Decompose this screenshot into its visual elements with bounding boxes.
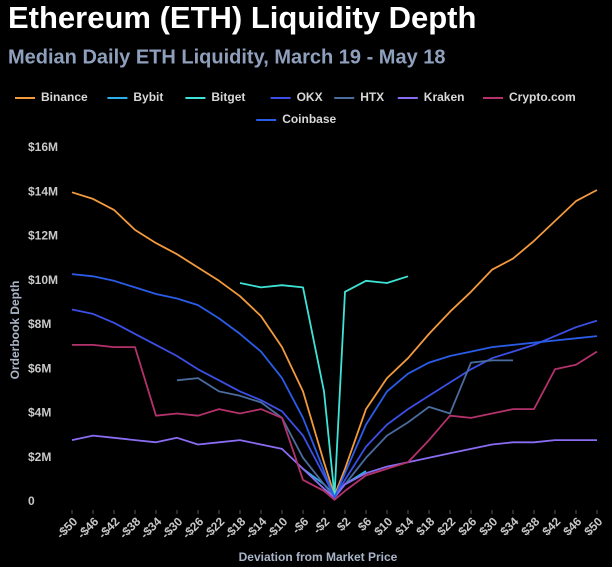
x-tick-label: $6 xyxy=(355,514,375,534)
chart-subtitle: Median Daily ETH Liquidity, March 19 - M… xyxy=(8,46,446,68)
x-tick-label: -$30 xyxy=(158,514,185,541)
x-tick-label: $18 xyxy=(413,514,437,538)
x-tick-label: -$22 xyxy=(200,514,227,541)
x-tick-label: $22 xyxy=(434,514,458,538)
x-axis-title: Deviation from Market Price xyxy=(239,550,398,564)
series-line xyxy=(71,308,598,499)
chart-title: Ethereum (ETH) Liquidity Depth xyxy=(8,0,476,35)
legend-label: HTX xyxy=(360,90,384,104)
x-tick-label: -$18 xyxy=(221,514,248,541)
x-tick-label: -$38 xyxy=(116,514,143,541)
y-tick-label: $14M xyxy=(28,184,58,198)
y-tick-label: $2M xyxy=(28,450,51,464)
x-tick-label: -$46 xyxy=(74,514,101,541)
x-tick-label: -$42 xyxy=(95,514,122,541)
x-tick-label: -$26 xyxy=(179,514,206,541)
legend-label: OKX xyxy=(297,90,323,104)
series-line xyxy=(239,275,409,497)
x-tick-label: $50 xyxy=(581,514,605,538)
legend-label: Binance xyxy=(41,90,88,104)
y-axis-title: Orderbook Depth xyxy=(8,281,22,380)
x-tick-label: $38 xyxy=(518,514,542,538)
x-tick-label: $10 xyxy=(371,514,395,538)
x-tick-label: $46 xyxy=(560,514,584,538)
y-tick-label: $12M xyxy=(28,229,58,243)
y-tick-label: $16M xyxy=(28,140,58,154)
y-tick-label: $8M xyxy=(28,317,51,331)
x-tick-label: $2 xyxy=(334,514,354,534)
y-tick-label: $10M xyxy=(28,273,58,287)
series-line xyxy=(72,344,598,501)
x-tick-label: $14 xyxy=(392,514,416,538)
x-tick-label: -$34 xyxy=(137,514,164,541)
legend-label: Bitget xyxy=(211,90,245,104)
y-tick-label: $6M xyxy=(28,361,51,375)
x-tick-label: -$6 xyxy=(289,514,311,536)
x-tick-label: $34 xyxy=(497,514,521,538)
legend-label: Kraken xyxy=(424,90,465,104)
x-tick-label: $42 xyxy=(539,514,563,538)
legend-label: Bybit xyxy=(133,90,163,104)
x-tick-label: $26 xyxy=(455,514,479,538)
series-line xyxy=(71,273,598,499)
series-line xyxy=(176,359,513,499)
legend-label: Coinbase xyxy=(282,112,336,126)
x-tick-label: $30 xyxy=(476,514,500,538)
x-tick-label: -$14 xyxy=(242,514,269,541)
x-tick-label: -$10 xyxy=(263,514,290,541)
legend-label: Crypto.com xyxy=(509,90,576,104)
x-tick-label: -$50 xyxy=(53,514,80,541)
y-tick-label: $4M xyxy=(28,406,51,420)
y-tick-label: 0 xyxy=(28,494,35,508)
x-tick-label: -$2 xyxy=(310,514,332,536)
